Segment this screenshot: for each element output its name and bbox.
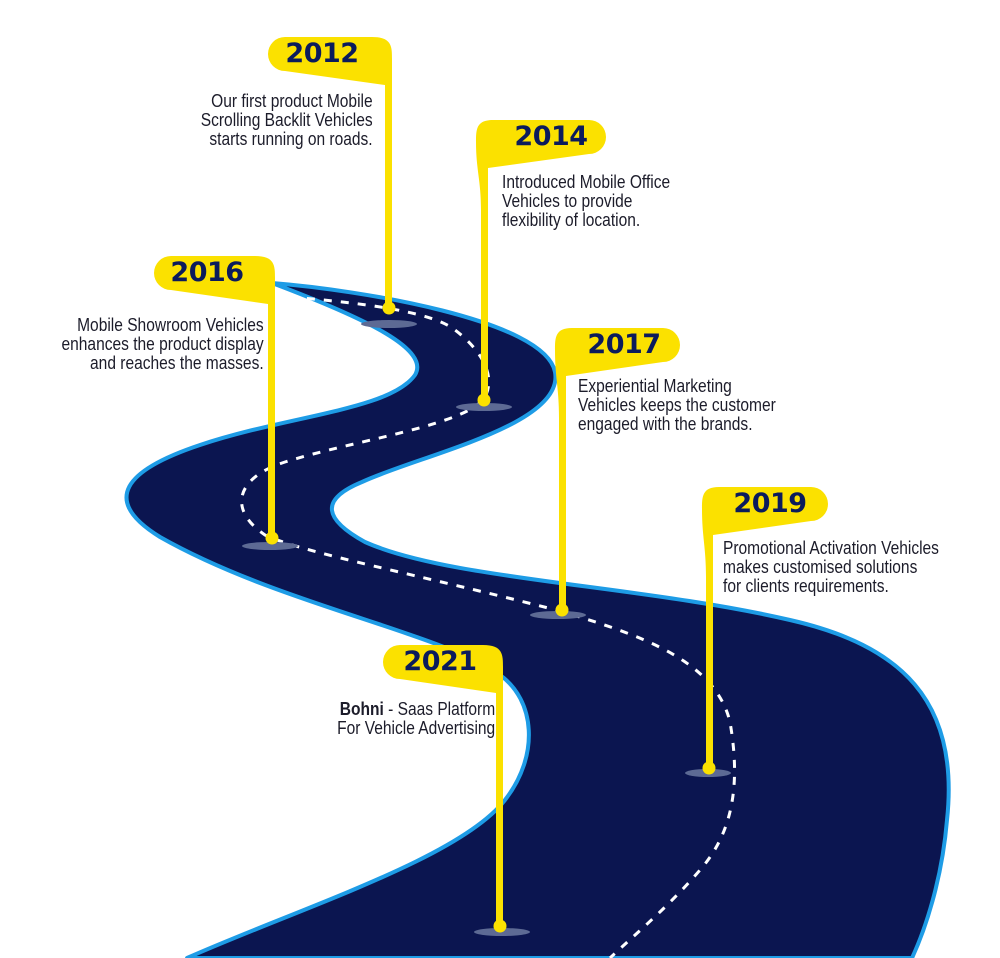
year-label-2019: 2019: [733, 488, 807, 519]
road-surface: [124, 281, 951, 958]
milestone-description-2014: Introduced Mobile Office Vehicles to pro…: [502, 172, 670, 229]
pin-flag: [476, 120, 606, 400]
milestone-pin-2014: [456, 120, 606, 411]
description-line: Vehicles to provide: [502, 190, 633, 211]
description-text: - Saas Platform: [383, 698, 495, 719]
milestone-description-2021: Bohni - Saas Platform For Vehicle Advert…: [337, 699, 495, 737]
description-line: enhances the product display: [61, 333, 264, 354]
description-line: Vehicles keeps the customer: [578, 394, 776, 415]
description-line: Scrolling Backlit Vehicles: [201, 109, 373, 130]
description-line: Bohni - Saas Platform: [337, 699, 495, 718]
description-line: and reaches the masses.: [90, 352, 264, 373]
pin-dot: [265, 531, 279, 545]
year-label-2017: 2017: [587, 329, 661, 360]
pin-flag: [702, 487, 828, 768]
milestone-pin-2019: [685, 487, 828, 777]
pin-flag: [555, 328, 680, 610]
pin-dot: [493, 919, 507, 933]
milestone-description-2016: Mobile Showroom Vehicles enhances the pr…: [62, 315, 264, 372]
pin-flag: [154, 256, 275, 538]
milestone-pin-2016: [154, 256, 298, 550]
pin-shadow: [361, 320, 417, 328]
description-line: engaged with the brands.: [578, 413, 753, 434]
road: [124, 281, 951, 958]
description-line: Promotional Activation Vehicles: [723, 537, 939, 558]
milestone-pin-2021: [383, 645, 530, 936]
pin-shadow: [456, 403, 512, 411]
product-name: Bohni: [339, 698, 384, 719]
description-line: Our first product Mobile: [211, 90, 373, 111]
milestone-pins: [154, 37, 828, 936]
description-line: Mobile Showroom Vehicles: [77, 314, 264, 335]
pin-dot: [702, 761, 716, 775]
milestone-pin-2017: [530, 328, 680, 619]
description-line: For Vehicle Advertising: [336, 717, 495, 738]
description-line: starts running on roads.: [209, 128, 373, 149]
milestone-description-2019: Promotional Activation Vehicles makes cu…: [723, 538, 939, 595]
year-label-2014: 2014: [514, 121, 588, 152]
year-label-2021: 2021: [403, 646, 477, 677]
pin-dot: [382, 301, 396, 315]
description-line: Experiential Marketing: [578, 375, 732, 396]
pin-flag: [383, 645, 503, 926]
pin-dot: [555, 603, 569, 617]
milestone-description-2017: Experiential Marketing Vehicles keeps th…: [578, 376, 776, 433]
description-line: Introduced Mobile Office: [502, 171, 671, 192]
pin-dot: [477, 393, 491, 407]
milestone-pin-2012: [268, 37, 417, 328]
description-line: flexibility of location.: [502, 209, 641, 230]
pin-shadow: [242, 542, 298, 550]
description-line: makes customised solutions: [723, 556, 918, 577]
pin-flag: [268, 37, 392, 308]
milestone-description-2012: Our first product Mobile Scrolling Backl…: [201, 91, 373, 148]
year-label-2016: 2016: [170, 257, 244, 288]
year-label-2012: 2012: [285, 38, 359, 69]
description-line: for clients requirements.: [723, 575, 889, 596]
